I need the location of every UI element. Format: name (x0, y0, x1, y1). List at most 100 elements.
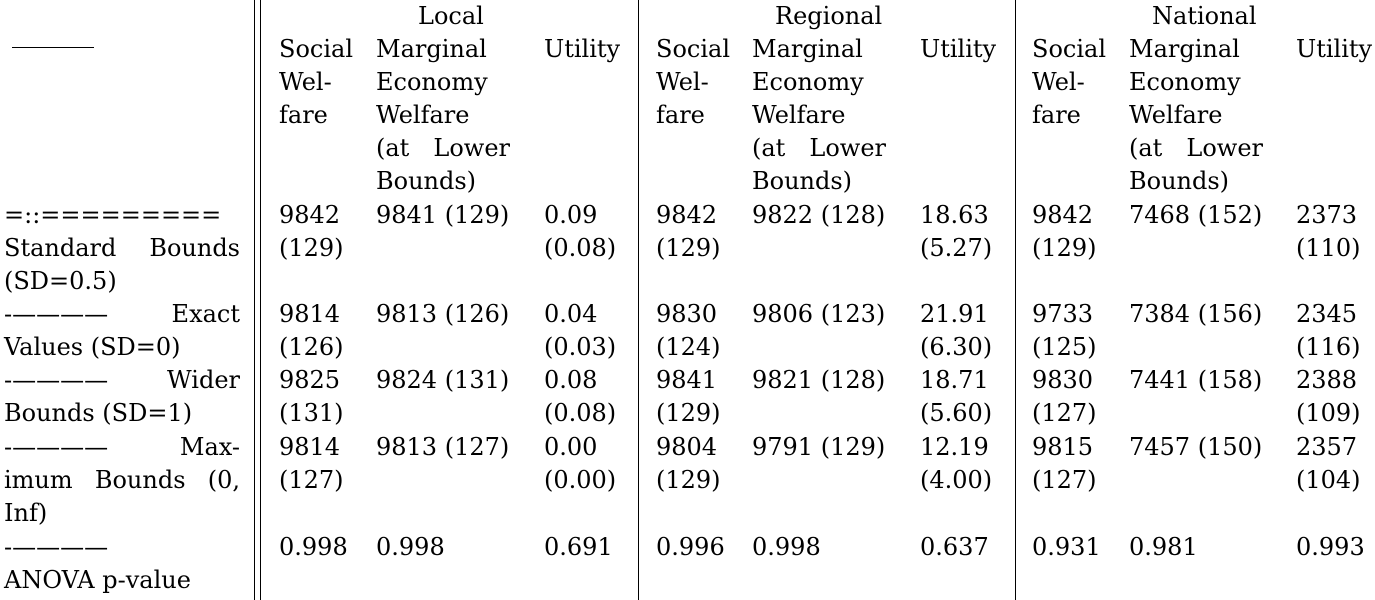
cell-value: 0.08 (544, 366, 598, 394)
cell-me-regional: 9821 (128) (752, 366, 886, 394)
cell-sd: (110) (1296, 234, 1361, 262)
cell-sw-regional: 9842 (129) (656, 199, 721, 265)
cell-sd: (104) (1296, 466, 1361, 494)
col-header-line: Economy (1129, 68, 1241, 96)
cell-u-local: 0.04 (0.03) (544, 298, 616, 364)
cell-value: 9842 (656, 201, 718, 229)
cell-me-national: 7441 (158) (1129, 366, 1263, 394)
cell-sd: (0.08) (544, 234, 617, 262)
col-header-line: Social (656, 35, 730, 63)
cell-sw-regional: 9841 (129) (656, 364, 721, 430)
row-label-line: =::========= (4, 201, 222, 229)
cell-sw-national: 9830 (127) (1032, 364, 1097, 430)
cell-value: 0.00 (544, 433, 598, 461)
col-header-line: Marginal (752, 35, 863, 63)
col-header-line: Bounds) (752, 167, 853, 195)
cell-sd: (131) (279, 399, 344, 427)
row-label-wider-bounds: -———— Wider Bounds (SD=1) (4, 364, 240, 430)
cell-sw-regional: 9804 (129) (656, 431, 721, 497)
cell-sd: (129) (656, 466, 721, 494)
cell-me-local: 9813 (126) (376, 300, 510, 328)
cell-me-local: 0.998 (376, 533, 445, 561)
cell-value: 2373 (1296, 201, 1358, 229)
col-header-line: Bounds) (376, 167, 477, 195)
row-label-line: ANOVA p-value (4, 566, 191, 594)
cell-sw-national: 0.931 (1032, 533, 1101, 561)
cell-sw-national: 9733 (125) (1032, 298, 1097, 364)
cell-value: 12.19 (920, 433, 989, 461)
cell-u-local: 0.08 (0.08) (544, 364, 616, 430)
col-header-marginal-economy-local: Marginal Economy Welfare (at Lower Bound… (376, 33, 510, 198)
cell-me-regional: 0.998 (752, 533, 821, 561)
col-header-line: (at Lower (376, 134, 510, 162)
cell-u-regional: 21.91 (6.30) (920, 298, 992, 364)
cell-sd: (6.30) (920, 333, 993, 361)
cell-sd: (0.03) (544, 333, 617, 361)
cell-sd: (125) (1032, 333, 1097, 361)
row-label-standard-bounds: =::========= Standard Bounds (SD=0.5) (4, 199, 240, 298)
cell-value: 18.71 (920, 366, 989, 394)
cell-sd: (124) (656, 333, 721, 361)
cell-sd: (129) (656, 234, 721, 262)
cell-u-regional: 0.637 (920, 533, 989, 561)
cell-me-regional: 9791 (129) (752, 433, 886, 461)
col-header-marginal-economy-national: Marginal Economy Welfare (at Lower Bound… (1129, 33, 1263, 198)
cell-value: 2345 (1296, 300, 1358, 328)
group-header-regional: Regional (775, 2, 883, 30)
col-header-utility-national: Utility (1296, 35, 1373, 63)
col-header-social-welfare-local: Social Wel- fare (279, 33, 353, 132)
cell-me-national: 7468 (152) (1129, 201, 1263, 229)
cell-value: 9842 (279, 201, 341, 229)
cell-me-regional: 9806 (123) (752, 300, 886, 328)
cell-sd: (127) (1032, 399, 1097, 427)
group-divider-regional (638, 0, 639, 600)
double-rule-right (260, 0, 261, 600)
cell-u-local: 0.09 (0.08) (544, 199, 616, 265)
corner-rule (12, 47, 94, 48)
cell-sd: (0.00) (544, 466, 617, 494)
col-header-line: (at Lower (1129, 134, 1263, 162)
cell-sd: (127) (279, 466, 344, 494)
col-header-utility-local: Utility (544, 35, 621, 63)
col-header-line: Wel- (656, 68, 709, 96)
col-header-line: fare (656, 101, 705, 129)
cell-sw-local: 0.998 (279, 533, 348, 561)
col-header-line: Welfare (1129, 101, 1223, 129)
cell-u-national: 0.993 (1296, 533, 1365, 561)
cell-value: 0.04 (544, 300, 598, 328)
col-header-social-welfare-national: Social Wel- fare (1032, 33, 1106, 132)
col-header-line: Social (279, 35, 353, 63)
cell-sw-national: 9842 (129) (1032, 199, 1097, 265)
cell-value: 2357 (1296, 433, 1358, 461)
group-divider-national (1015, 0, 1016, 600)
col-header-utility-regional: Utility (920, 35, 997, 63)
col-header-line: Marginal (376, 35, 487, 63)
cell-value: 2388 (1296, 366, 1358, 394)
cell-u-regional: 18.63 (5.27) (920, 199, 992, 265)
col-header-line: Welfare (376, 101, 470, 129)
cell-sw-regional: 9830 (124) (656, 298, 721, 364)
cell-sd: (127) (1032, 466, 1097, 494)
cell-sd: (126) (279, 333, 344, 361)
row-label-line: -———— Max- (4, 433, 240, 461)
cell-me-local: 9824 (131) (376, 366, 510, 394)
cell-me-national: 7384 (156) (1129, 300, 1263, 328)
row-label-exact-values: -———— Exact Values (SD=0) (4, 298, 240, 364)
cell-u-regional: 12.19 (4.00) (920, 431, 992, 497)
cell-me-local: 9841 (129) (376, 201, 510, 229)
cell-value: 9842 (1032, 201, 1094, 229)
cell-sd: (5.27) (920, 234, 993, 262)
cell-value: 9830 (1032, 366, 1094, 394)
col-header-line: Wel- (1032, 68, 1085, 96)
row-label-line: Values (SD=0) (4, 333, 181, 361)
col-header-line: Economy (752, 68, 864, 96)
cell-u-national: 2373 (110) (1296, 199, 1361, 265)
col-header-line: (at Lower (752, 134, 886, 162)
row-label-anova: -———— ANOVA p-value (4, 531, 240, 597)
cell-me-local: 9813 (127) (376, 433, 510, 461)
row-label-line: -———— (4, 533, 109, 561)
cell-u-local: 0.691 (544, 533, 613, 561)
cell-sd: (5.60) (920, 399, 993, 427)
row-label-line: Standard Bounds (4, 234, 240, 262)
cell-value: 9804 (656, 433, 718, 461)
